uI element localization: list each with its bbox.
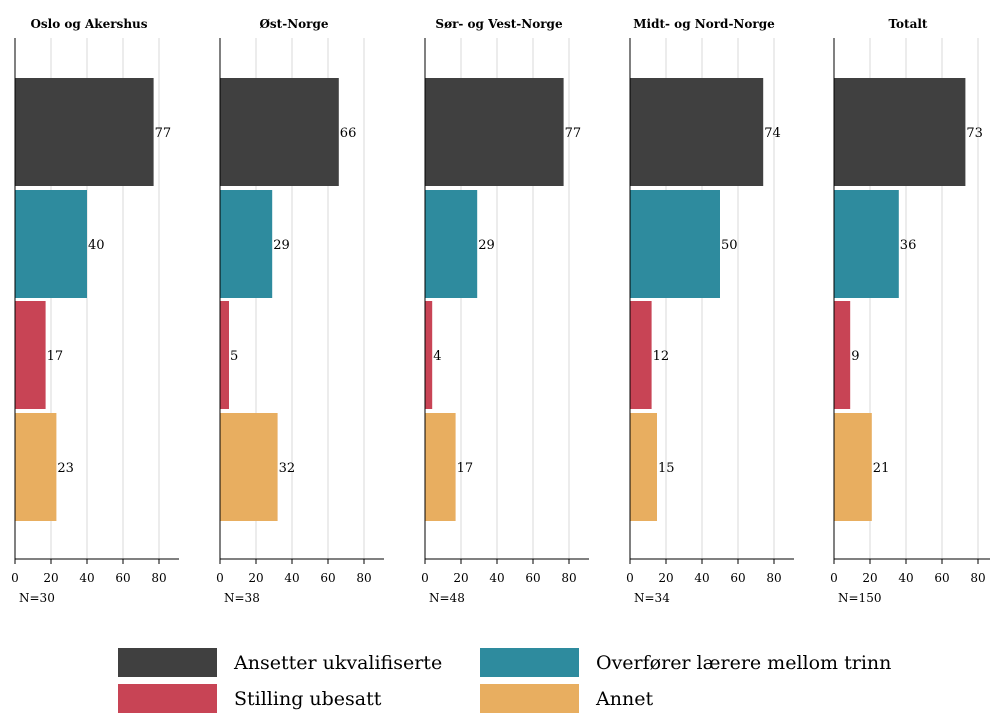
bar-value-label: 73 xyxy=(966,126,983,141)
x-tick-label: 80 xyxy=(151,571,166,585)
x-tick-label: 40 xyxy=(79,571,94,585)
bar-value-label: 29 xyxy=(273,238,290,253)
x-tick-label: 0 xyxy=(421,571,429,585)
bar xyxy=(425,301,433,409)
x-tick-label: 20 xyxy=(658,571,673,585)
bar-value-label: 50 xyxy=(721,238,738,253)
x-tick-label: 40 xyxy=(284,571,299,585)
x-tick-label: 40 xyxy=(898,571,913,585)
bar-value-label: 29 xyxy=(478,238,495,253)
x-tick-label: 20 xyxy=(862,571,877,585)
x-tick-label: 0 xyxy=(626,571,634,585)
x-tick-label: 20 xyxy=(453,571,468,585)
bar-value-label: 12 xyxy=(653,349,670,364)
x-tick-label: 20 xyxy=(43,571,58,585)
bar-value-label: 17 xyxy=(47,349,64,364)
bar-value-label: 77 xyxy=(155,126,172,141)
bar xyxy=(630,301,652,409)
bar-value-label: 9 xyxy=(851,349,859,364)
x-tick-label: 0 xyxy=(830,571,838,585)
bar xyxy=(15,190,87,298)
bar-value-label: 66 xyxy=(340,126,357,141)
bar xyxy=(834,301,851,409)
bar-value-label: 15 xyxy=(658,461,675,476)
bar-value-label: 5 xyxy=(230,349,238,364)
panel-title: Oslo og Akershus xyxy=(30,17,147,31)
bar-value-label: 23 xyxy=(57,461,74,476)
bar xyxy=(834,413,872,521)
x-tick-label: 80 xyxy=(766,571,781,585)
x-tick-label: 40 xyxy=(489,571,504,585)
bar-value-label: 17 xyxy=(457,461,474,476)
bar xyxy=(425,78,564,186)
sample-size-label: N=34 xyxy=(634,591,670,605)
x-tick-label: 60 xyxy=(525,571,540,585)
bar xyxy=(425,413,456,521)
panel-title: Sør- og Vest-Norge xyxy=(435,17,563,31)
x-tick-label: 60 xyxy=(115,571,130,585)
x-tick-label: 40 xyxy=(694,571,709,585)
bar xyxy=(630,78,764,186)
x-tick-label: 60 xyxy=(934,571,949,585)
bar xyxy=(220,301,229,409)
x-tick-label: 20 xyxy=(248,571,263,585)
sample-size-label: N=150 xyxy=(838,591,881,605)
x-tick-label: 0 xyxy=(11,571,19,585)
x-tick-label: 60 xyxy=(320,571,335,585)
bar xyxy=(220,78,339,186)
bar xyxy=(220,190,273,298)
sample-size-label: N=48 xyxy=(429,591,465,605)
bar xyxy=(834,190,899,298)
bar xyxy=(220,413,278,521)
sample-size-label: N=30 xyxy=(19,591,55,605)
bar xyxy=(834,78,966,186)
x-tick-label: 80 xyxy=(356,571,371,585)
bar xyxy=(630,413,657,521)
bar-value-label: 40 xyxy=(88,238,105,253)
bar-value-label: 4 xyxy=(433,349,441,364)
bar-value-label: 32 xyxy=(279,461,296,476)
bar-value-label: 36 xyxy=(900,238,917,253)
x-tick-label: 80 xyxy=(561,571,576,585)
bar-value-label: 74 xyxy=(764,126,781,141)
panel-title: Midt- og Nord-Norge xyxy=(633,17,775,31)
x-tick-label: 60 xyxy=(730,571,745,585)
bar xyxy=(15,413,57,521)
panel-title: Totalt xyxy=(889,17,928,31)
bar-value-label: 77 xyxy=(565,126,582,141)
bar xyxy=(15,78,154,186)
bar xyxy=(630,190,720,298)
bar xyxy=(425,190,478,298)
x-tick-label: 0 xyxy=(216,571,224,585)
bar-value-label: 21 xyxy=(873,461,890,476)
bar xyxy=(15,301,46,409)
sample-size-label: N=38 xyxy=(224,591,260,605)
panel-title: Øst-Norge xyxy=(259,17,328,31)
x-tick-label: 80 xyxy=(970,571,985,585)
